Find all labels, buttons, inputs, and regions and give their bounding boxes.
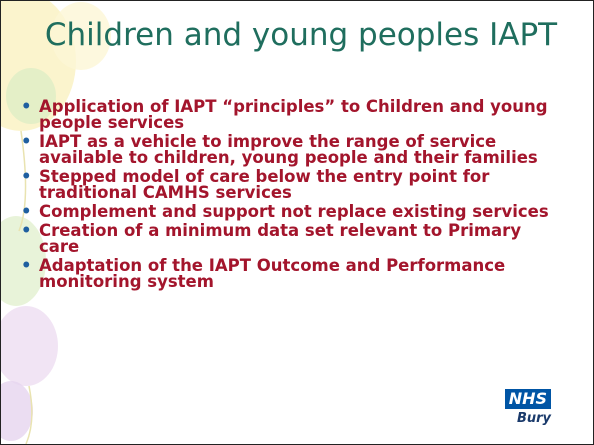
- logo-nhs: NHS: [505, 389, 551, 409]
- bullet-list: Application of IAPT “principles” to Chil…: [19, 99, 559, 293]
- nhs-logo: NHS Bury: [505, 389, 551, 426]
- bullet-item: Complement and support not replace exist…: [19, 204, 559, 220]
- logo-org: Bury: [505, 411, 551, 426]
- bullet-item: Stepped model of care below the entry po…: [19, 169, 559, 201]
- slide: Children and young peoples IAPT Applicat…: [0, 0, 594, 445]
- bullet-item: Creation of a minimum data set relevant …: [19, 223, 559, 255]
- bullet-item: IAPT as a vehicle to improve the range o…: [19, 134, 559, 166]
- bullet-item: Adaptation of the IAPT Outcome and Perfo…: [19, 258, 559, 290]
- slide-title: Children and young peoples IAPT: [41, 17, 561, 53]
- bullet-item: Application of IAPT “principles” to Chil…: [19, 99, 559, 131]
